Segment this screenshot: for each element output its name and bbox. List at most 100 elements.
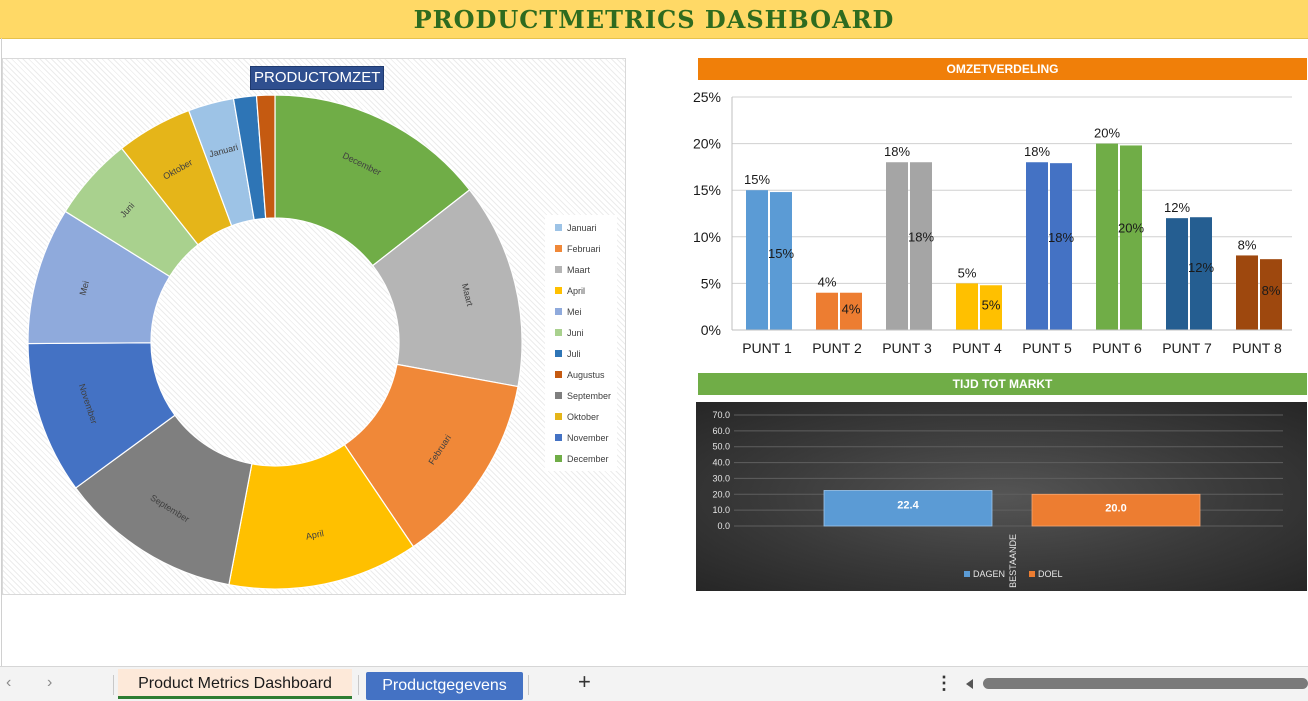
bar-data-label: 4% <box>842 301 861 316</box>
donut-chart-panel[interactable]: December Maart Februari April September Novem… <box>2 58 626 595</box>
bar-x-tick-label: PUNT 4 <box>952 340 1002 356</box>
bar-series1-bar <box>1236 255 1258 330</box>
market-legend-swatch <box>964 571 970 577</box>
legend-label: Augustus <box>567 369 605 380</box>
bar-series1-bar <box>1026 162 1048 330</box>
bar-data-label: 15% <box>744 172 770 187</box>
add-sheet-button[interactable]: + <box>578 669 591 694</box>
bar-chart-header: OMZETVERDELING <box>698 58 1307 80</box>
bar-data-label: 5% <box>982 297 1001 312</box>
bar-series1-bar <box>1096 143 1118 330</box>
market-bar-dagen <box>823 490 993 527</box>
legend-item: Juli <box>545 343 617 364</box>
legend-item: Juni <box>545 322 617 343</box>
bar-series1-bar <box>886 162 908 330</box>
legend-swatch <box>555 434 562 441</box>
legend-item: Januari <box>545 217 617 238</box>
donut-chart-title: PRODUCTOMZET <box>250 66 385 90</box>
bar-series2-bar <box>1120 145 1142 330</box>
legend-swatch <box>555 371 562 378</box>
next-sheet-icon[interactable]: › <box>47 674 53 691</box>
legend-swatch <box>555 287 562 294</box>
bar-x-tick-label: PUNT 2 <box>812 340 862 356</box>
legend-item: December <box>545 448 617 469</box>
tab-separator <box>113 675 114 695</box>
legend-label: April <box>567 285 586 296</box>
bar-series1-bar <box>816 292 838 330</box>
bar-series2-bar <box>840 292 862 330</box>
bar-series2-bar <box>910 162 932 330</box>
tab-product-metrics-dashboard[interactable]: Product Metrics Dashboard <box>118 669 352 699</box>
legend-item: Oktober <box>545 406 617 427</box>
bar-data-label: 12% <box>1188 260 1214 275</box>
donut-legend: Januari Februari Maart April Mei Juni Juli Augu… <box>545 215 617 471</box>
bar-series2-bar <box>770 192 792 330</box>
bar-data-label: 8% <box>1262 283 1281 298</box>
market-legend-swatch <box>1029 571 1035 577</box>
legend-swatch <box>555 455 562 462</box>
legend-item: April <box>545 280 617 301</box>
bar-data-label: 20% <box>1118 221 1144 236</box>
time-to-market-chart: 0.0 10.0 20.0 30.0 40.0 50.0 60.0 70.0 22.4 20.0 B… <box>712 410 1283 588</box>
bar-y-tick-label: 10% <box>693 229 721 245</box>
bar-x-tick-label: PUNT 7 <box>1162 340 1212 356</box>
bar-y-tick-label: 15% <box>693 182 721 198</box>
market-x-tick-label: BESTAANDE <box>1008 534 1018 588</box>
bar-data-label: 18% <box>1048 230 1074 245</box>
legend-label: Juni <box>567 327 584 338</box>
legend-label: Juli <box>567 348 581 359</box>
bar-x-tick-label: PUNT 1 <box>742 340 792 356</box>
bar-data-label: 20% <box>1094 126 1120 141</box>
tab-productgegevens[interactable]: Productgegevens <box>366 672 523 700</box>
prev-sheet-icon[interactable]: ‹ <box>6 674 12 691</box>
market-chart-header: TIJD TOT MARKT <box>698 373 1307 395</box>
bar-series2-bar <box>1050 163 1072 330</box>
bar-x-tick-label: PUNT 3 <box>882 340 932 356</box>
bar-series2-bar <box>980 285 1002 330</box>
bar-x-tick-label: PUNT 5 <box>1022 340 1072 356</box>
tab-separator <box>528 675 529 695</box>
legend-label: November <box>567 432 609 443</box>
dashboard-title-bar: PRODUCTMETRICS DASHBOARD <box>0 0 1308 39</box>
more-options-icon[interactable]: ⋮ <box>935 673 953 693</box>
bar-data-label: 12% <box>1164 200 1190 215</box>
bar-series1-bar <box>956 283 978 330</box>
market-y-tick-label: 0.0 <box>717 521 730 531</box>
bar-data-label: 8% <box>1238 237 1257 252</box>
legend-label: September <box>567 390 612 401</box>
legend-label: Januari <box>567 222 597 233</box>
scroll-left-icon[interactable] <box>966 679 973 689</box>
legend-swatch <box>555 413 562 420</box>
market-y-tick-label: 60.0 <box>712 426 730 436</box>
donut-slice <box>274 94 471 267</box>
bar-series1-bar <box>746 190 768 330</box>
tab-separator <box>358 675 359 695</box>
legend-swatch <box>555 245 562 252</box>
revenue-bar-chart[interactable]: 0% 5% 10% 15% 20% 25% 15% 15% PUNT 1 4% 4% PUNT 2 18… <box>690 84 1305 369</box>
bar-series2-bar <box>1260 259 1282 330</box>
bar-series2-bar <box>1190 217 1212 330</box>
horizontal-scrollbar[interactable] <box>983 678 1308 689</box>
bar-y-tick-label: 25% <box>693 89 721 105</box>
donut-slice-label: Mei <box>78 280 92 297</box>
market-y-tick-label: 70.0 <box>712 410 730 420</box>
sheet-tab-bar: ‹ › Product Metrics Dashboard Productgeg… <box>0 666 1308 701</box>
market-data-label: 22.4 <box>897 499 919 511</box>
time-to-market-panel[interactable]: 0.0 10.0 20.0 30.0 40.0 50.0 60.0 70.0 22.4 20.0 B… <box>696 402 1307 591</box>
market-legend-label: DAGEN <box>973 569 1005 579</box>
bar-y-tick-label: 5% <box>701 275 721 291</box>
legend-swatch <box>555 308 562 315</box>
dashboard-title: PRODUCTMETRICS DASHBOARD <box>413 5 895 34</box>
market-data-label: 20.0 <box>1105 502 1126 514</box>
legend-label: Maart <box>567 264 591 275</box>
bar-data-label: 18% <box>1024 144 1050 159</box>
legend-swatch <box>555 266 562 273</box>
legend-item: Augustus <box>545 364 617 385</box>
donut-chart: DecemberMaartFebruariAprilSeptemberNovem… <box>27 94 523 590</box>
legend-item: Februari <box>545 238 617 259</box>
bar-y-tick-label: 0% <box>701 322 721 338</box>
bar-data-label: 18% <box>884 144 910 159</box>
legend-item: November <box>545 427 617 448</box>
donut-slice <box>255 94 276 219</box>
legend-swatch <box>555 350 562 357</box>
